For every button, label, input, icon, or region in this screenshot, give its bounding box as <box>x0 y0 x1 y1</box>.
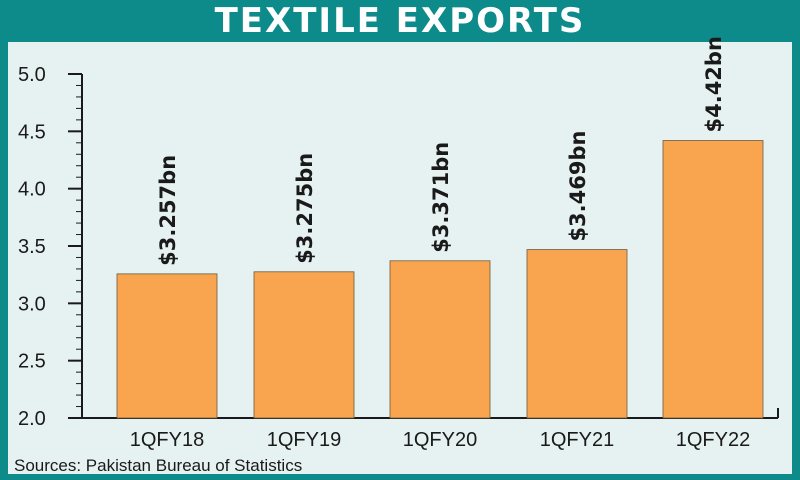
y-tick-label: 3.0 <box>18 293 46 315</box>
x-tick-label-1qfy19: 1QFY19 <box>267 429 341 451</box>
y-tick-label: 4.5 <box>18 121 46 143</box>
x-tick-label-1qfy18: 1QFY18 <box>130 429 204 451</box>
x-tick-label-1qfy22: 1QFY22 <box>676 429 750 451</box>
value-label-1qfy19: $3.275bn <box>293 153 317 264</box>
value-label-1qfy20: $3.371bn <box>429 142 453 253</box>
y-tick-label: 4.0 <box>18 179 46 201</box>
y-tick-label: 2.5 <box>18 351 46 373</box>
value-label-1qfy22: $4.42bn <box>702 36 726 132</box>
bar-1qfy18 <box>116 273 218 419</box>
chart-title: TEXTILE EXPORTS <box>214 1 586 41</box>
x-tick-label-1qfy20: 1QFY20 <box>403 429 477 451</box>
bar-1qfy19 <box>253 271 355 419</box>
y-tick-label: 2.0 <box>18 408 46 430</box>
value-label-1qfy21: $3.469bn <box>566 131 590 242</box>
y-tick-label: 5.0 <box>18 64 46 86</box>
source-note: Sources: Pakistan Bureau of Statistics <box>14 456 303 475</box>
x-tick-label-1qfy21: 1QFY21 <box>540 429 614 451</box>
value-label-1qfy18: $3.257bn <box>156 155 180 266</box>
bar-1qfy20 <box>389 260 491 419</box>
bar-1qfy21 <box>526 249 628 419</box>
y-tick-label: 3.5 <box>18 236 46 258</box>
bar-1qfy22 <box>662 140 764 419</box>
